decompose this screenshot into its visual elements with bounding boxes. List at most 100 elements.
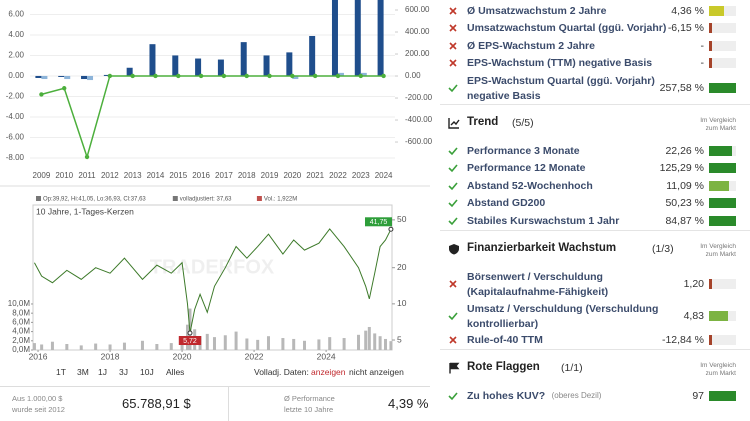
check [448,217,458,225]
range-button[interactable]: 10J [140,367,154,377]
section-divider [440,229,750,231]
criterion-label: Ø EPS-Wachstum 2 Jahre [467,39,595,52]
score-bar [709,145,732,156]
cross [449,336,457,344]
summary-cell: Aus 1.000,00 $ wurde seit 2012 65.788,91… [0,387,229,421]
criterion-value: 1,20 [683,277,704,290]
line-point [153,73,158,79]
criterion-label: Stabiles Kurswachstum 1 Jahr [467,214,620,227]
criterion-value: 22,26 % [665,144,704,157]
section-title: Finanzierbarkeit Wachstum [467,241,617,254]
y-tick-label: 50 [397,214,407,224]
criterion-value: 50,23 % [665,197,704,210]
volume-bar [342,338,346,350]
criterion-value: 84,87 % [665,214,704,227]
volume-bar [79,345,83,350]
adjust-on[interactable]: anzeigen [311,367,346,377]
line-point [107,73,113,79]
criterion-label: Ø Umsatzwachstum 2 Jahre [467,4,607,17]
range-button[interactable]: 3J [119,367,128,377]
volume-bar [292,338,296,350]
summary-caption: letzte 10 Jahre [284,405,334,414]
section-title: Trend [467,116,499,128]
y2-tick-label: -200.00 [405,93,432,102]
y2-tick-label: 10,0M [8,299,31,308]
section-note: Im Vergleich [700,362,736,369]
score-bar [709,390,736,401]
legend-text: Vol.: 1,922M [264,197,297,203]
section-note: zum Markt [705,370,736,377]
charts: 6.00 4.00 2.00 0.00 -2.00 -4.00 -6.00 -8.00 600.… [0,0,432,361]
bar [240,42,247,76]
line-point [176,73,181,79]
icon-shape [449,362,460,374]
legend-swatch [172,196,178,201]
volume-bar [155,344,159,350]
y2-tick-label: 8,0M [12,308,30,317]
section-count: (5/5) [512,117,534,129]
volume-bar [303,340,307,350]
section-icon [449,362,460,374]
score-bar [709,180,730,191]
volume-bar [205,333,209,350]
x-tick-label: 2017 [215,171,233,180]
bar [149,44,156,76]
y-tick-label: 6.00 [8,10,24,19]
check [448,164,458,173]
check-icon [448,199,458,208]
criterion-label: Abstand 52-Wochenhoch [467,179,593,192]
score-track [709,58,736,69]
range-button[interactable]: Alles [166,367,185,377]
range-button[interactable]: 1T [56,367,66,377]
legend-swatch [36,196,41,201]
volume-bar [256,339,260,350]
score-bar [709,163,736,174]
legend-swatch [256,196,262,201]
y-tick-label: -6.00 [6,133,25,142]
y2-tick-label: 0,0M [12,345,30,354]
range-button[interactable]: 3M [77,367,89,377]
volume-bar [223,335,227,350]
score-bar [709,83,736,93]
adjust-off[interactable]: nicht anzeigen [349,367,404,377]
score-bar [709,335,713,346]
check-icon [448,182,458,190]
score-bar [709,40,713,51]
x-tick-label: 2021 [306,171,324,180]
section-note: Im Vergleich [700,242,736,250]
cross [449,24,457,32]
criterion-label: Abstand GD200 [467,197,546,210]
volume-bar [234,331,238,350]
volume-bar [140,340,144,350]
volume-bar [245,338,249,350]
icon-shape [448,118,460,129]
criterion-label: Zu hohes KUV? [467,389,546,402]
line-point [381,73,386,79]
x-tick-label: 2020 [283,171,301,180]
section-title: Rote Flaggen [467,361,540,373]
volume-bar [169,343,173,350]
legend-text: Op:39,92, Hi:41,05, Lo:36,93, Cl:37,63 [43,197,146,203]
chart-title: 10 Jahre, 1-Tages-Kerzen [36,206,134,216]
range-button[interactable]: 1J [98,367,107,377]
x-tick-label: 2015 [169,171,187,180]
score-bar [709,215,736,226]
bar [360,72,367,76]
section-divider [440,104,750,105]
cross [449,42,457,50]
check [448,147,458,155]
line-point [244,73,249,79]
volume-bar [65,344,69,350]
criterion-value: 4,83 [683,309,704,322]
y2-tick-label: -600.00 [405,137,432,146]
volume-bar [328,337,332,350]
line-point [290,73,295,79]
bar [337,72,344,76]
volume-bar [384,338,388,350]
volume-bar [50,341,54,350]
section-note: zum Markt [705,250,736,258]
cross [449,59,457,67]
bar [309,35,316,76]
volume-bar [317,339,321,350]
